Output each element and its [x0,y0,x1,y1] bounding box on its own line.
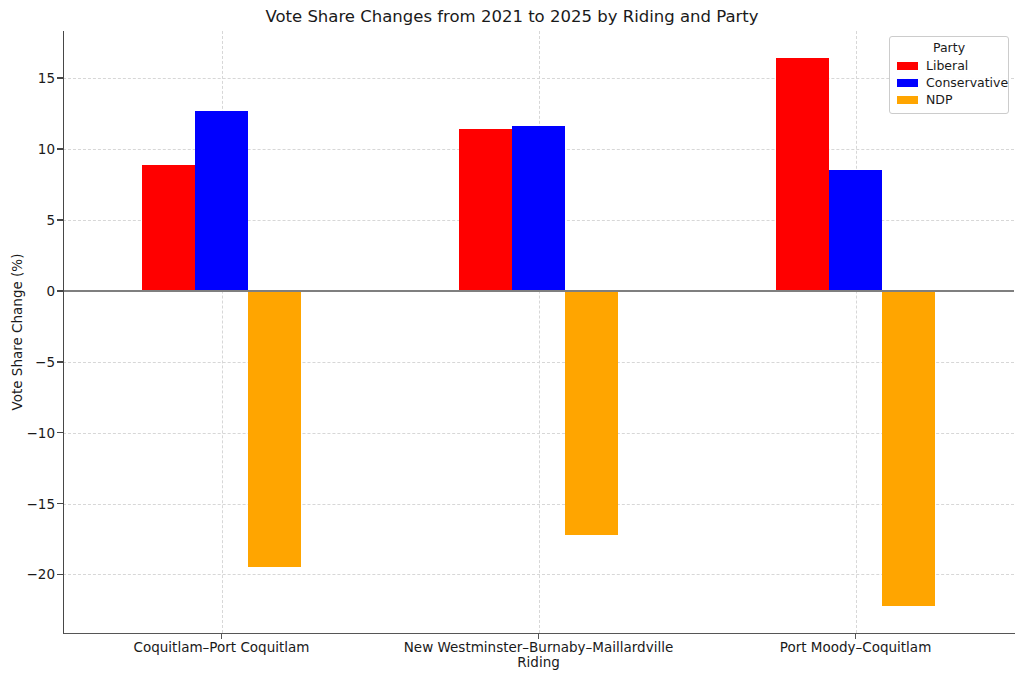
bar-conservative-1 [512,126,565,290]
y-tick-mark [57,219,63,221]
bar-ndp-1 [565,291,618,535]
legend-item-ndp: NDP [897,91,1001,108]
y-tick-mark [57,290,63,292]
legend-item-liberal: Liberal [897,57,1001,74]
y-tick-label: −5 [0,353,55,371]
x-tick-label: Coquitlam–Port Coquitlam [42,639,402,655]
legend-label: Liberal [926,58,968,73]
x-gridline [856,31,857,633]
y-tick-mark [57,503,63,505]
y-tick-label: 0 [0,282,55,300]
bar-ndp-2 [882,291,935,606]
chart-figure: Vote Share Changes from 2021 to 2025 by … [0,0,1024,680]
y-tick-label: 10 [0,140,55,158]
legend-item-conservative: Conservative [897,74,1001,91]
ndp-swatch-icon [897,96,918,104]
conservative-swatch-icon [897,79,918,87]
zero-line [63,290,1014,292]
y-axis-label: Vote Share Change (%) [9,254,25,411]
liberal-swatch-icon [897,62,918,70]
y-tick-label: 15 [0,69,55,87]
y-tick-label: −20 [0,565,55,583]
x-tick-label: New Westminster–Burnaby–Maillardville [359,639,719,655]
y-tick-label: −15 [0,495,55,513]
bar-conservative-2 [829,170,882,291]
bar-liberal-2 [776,58,829,291]
legend-label: NDP [926,92,953,107]
x-axis-label: Riding [63,654,1014,670]
y-tick-label: 5 [0,211,55,229]
y-tick-mark [57,361,63,363]
bar-ndp-0 [248,291,301,567]
y-tick-mark [57,432,63,434]
legend-label: Conservative [926,75,1008,90]
legend-items: LiberalConservativeNDP [897,57,1001,108]
chart-title: Vote Share Changes from 2021 to 2025 by … [0,7,1024,26]
legend-title: Party [897,40,1001,55]
bar-liberal-1 [459,129,512,291]
x-tick-label: Port Moody–Coquitlam [676,639,1024,655]
y-tick-mark [57,574,63,576]
y-tick-label: −10 [0,424,55,442]
legend: Party LiberalConservativeNDP [889,36,1009,114]
bar-liberal-0 [142,165,195,291]
x-gridline [539,31,540,633]
bar-conservative-0 [195,111,248,291]
y-tick-mark [57,77,63,79]
y-tick-mark [57,148,63,150]
